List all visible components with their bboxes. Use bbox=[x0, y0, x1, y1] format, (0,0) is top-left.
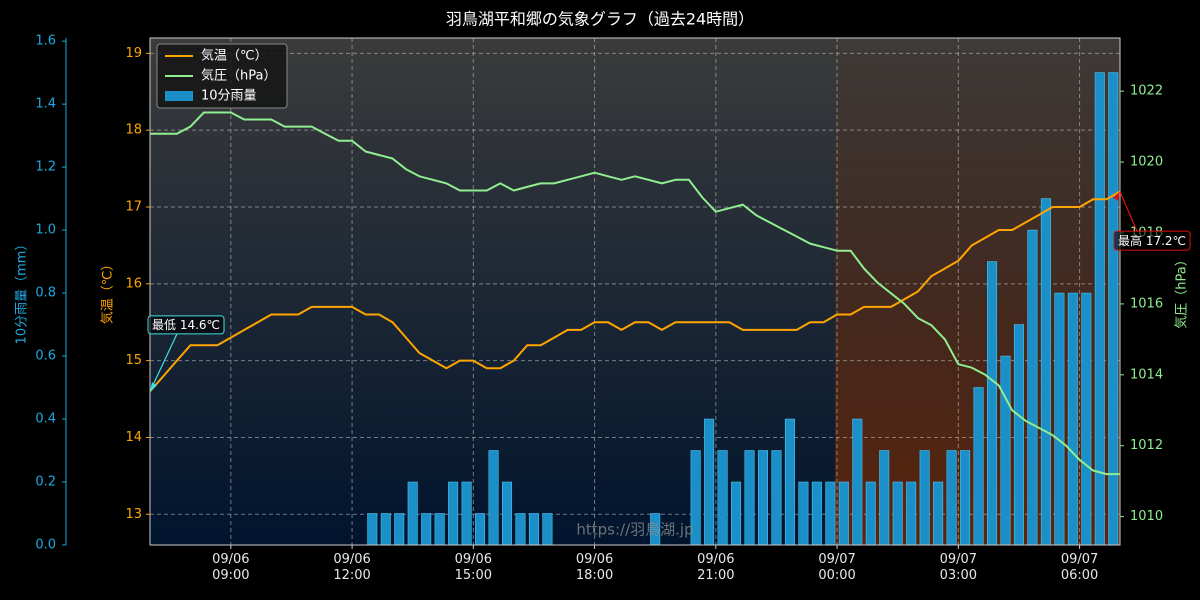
plot-frame bbox=[149, 37, 1121, 546]
x-tick-label: 09/06 21:00 bbox=[697, 552, 735, 583]
annotation-text: 最低 14.6℃ bbox=[152, 318, 220, 332]
legend-label: 気温（℃） bbox=[201, 48, 268, 64]
bar bbox=[1081, 292, 1092, 546]
bar bbox=[421, 513, 432, 546]
x-tick-label: 09/07 03:00 bbox=[939, 552, 978, 583]
y3-tick-label: 0.2 bbox=[35, 475, 56, 490]
chart-title: 羽鳥湖平和郷の気象グラフ（過去24時間） bbox=[446, 10, 754, 29]
bar bbox=[380, 513, 391, 546]
annotation-box bbox=[147, 315, 225, 335]
y3-tick-label: 1.6 bbox=[35, 34, 56, 49]
x-tick-label: 09/06 09:00 bbox=[212, 552, 250, 583]
bar bbox=[798, 481, 809, 546]
legend-label: 10分雨量 bbox=[201, 89, 257, 104]
line-series bbox=[150, 111, 1120, 476]
y-tick-label: 15 bbox=[125, 353, 142, 368]
bar bbox=[448, 481, 459, 546]
y2-tick-label: 1020 bbox=[1130, 155, 1163, 170]
bar bbox=[1027, 229, 1038, 546]
bar bbox=[919, 450, 930, 546]
annotation-arrow bbox=[149, 333, 178, 392]
bar bbox=[515, 513, 526, 546]
bar bbox=[394, 513, 405, 546]
bar bbox=[542, 513, 553, 546]
bar bbox=[367, 513, 378, 546]
bar bbox=[407, 481, 418, 546]
bar bbox=[475, 513, 486, 546]
bar bbox=[717, 450, 728, 546]
y3-tick-label: 1.0 bbox=[35, 223, 56, 238]
line-series bbox=[149, 190, 1121, 393]
bar bbox=[1054, 292, 1065, 546]
y3-axis-label: 10分雨量（mm） bbox=[15, 238, 30, 345]
bar bbox=[731, 481, 742, 546]
bar bbox=[973, 387, 984, 546]
bar bbox=[488, 450, 499, 546]
bar bbox=[784, 418, 795, 546]
y2-tick-label: 1022 bbox=[1130, 84, 1163, 99]
bar bbox=[986, 261, 998, 546]
y-tick-label: 14 bbox=[125, 430, 142, 445]
bar bbox=[906, 481, 917, 546]
annotation-arrowhead bbox=[150, 382, 157, 392]
y2-tick-label: 1012 bbox=[1130, 438, 1163, 453]
annotation-text: 最高 17.2℃ bbox=[1118, 233, 1186, 248]
x-tick-label: 09/06 15:00 bbox=[454, 552, 493, 583]
bar bbox=[1040, 198, 1051, 546]
bar bbox=[1067, 292, 1078, 546]
y-tick-label: 17 bbox=[125, 200, 142, 215]
bar bbox=[933, 481, 944, 546]
bar bbox=[879, 450, 890, 546]
bar bbox=[528, 513, 539, 546]
y3-tick-label: 0.4 bbox=[35, 412, 56, 427]
bar bbox=[744, 450, 755, 546]
x-tick-label: 09/07 06:00 bbox=[1060, 552, 1099, 583]
y2-axis-label: 気圧（hPa） bbox=[1174, 253, 1190, 328]
bar bbox=[960, 450, 971, 546]
x-tick-label: 09/06 12:00 bbox=[333, 552, 371, 583]
bar bbox=[825, 481, 836, 546]
legend-swatch bbox=[165, 91, 193, 101]
y2-tick-label: 1014 bbox=[1130, 367, 1163, 382]
bar bbox=[811, 481, 822, 546]
y-tick-label: 18 bbox=[125, 123, 142, 138]
y-tick-label: 13 bbox=[125, 507, 142, 522]
bar bbox=[461, 481, 472, 546]
y3-tick-label: 1.4 bbox=[35, 97, 56, 112]
y3-tick-label: 1.2 bbox=[35, 160, 56, 175]
bar bbox=[501, 481, 513, 546]
bar bbox=[771, 450, 782, 546]
legend-label: 気圧（hPa） bbox=[201, 68, 276, 84]
y2-tick-label: 1016 bbox=[1130, 296, 1163, 311]
y-tick-label: 19 bbox=[125, 46, 142, 61]
annotation-box bbox=[1113, 230, 1191, 251]
y-tick-label: 16 bbox=[125, 276, 142, 291]
bar bbox=[704, 418, 715, 546]
bar bbox=[946, 450, 957, 546]
y3-tick-label: 0.6 bbox=[35, 349, 56, 364]
x-tick-label: 09/06 18:00 bbox=[575, 552, 614, 583]
bar bbox=[1000, 355, 1011, 546]
x-tick-label: 09/07 00:00 bbox=[818, 552, 856, 583]
y3-tick-label: 0.8 bbox=[35, 286, 56, 301]
annotation-arrowhead bbox=[1113, 191, 1120, 201]
bar bbox=[865, 481, 876, 546]
y3-tick-label: 0.0 bbox=[35, 538, 56, 553]
bar bbox=[852, 418, 863, 546]
bar bbox=[434, 513, 445, 546]
bar bbox=[1013, 324, 1024, 546]
bar bbox=[757, 450, 769, 546]
watermark: https://羽鳥湖.jp bbox=[576, 521, 693, 539]
bar bbox=[838, 481, 849, 546]
annotation-arrow bbox=[1119, 191, 1138, 232]
y2-tick-label: 1010 bbox=[1130, 509, 1163, 524]
bar bbox=[892, 481, 903, 546]
y-axis-label: 気温（℃） bbox=[100, 258, 116, 325]
